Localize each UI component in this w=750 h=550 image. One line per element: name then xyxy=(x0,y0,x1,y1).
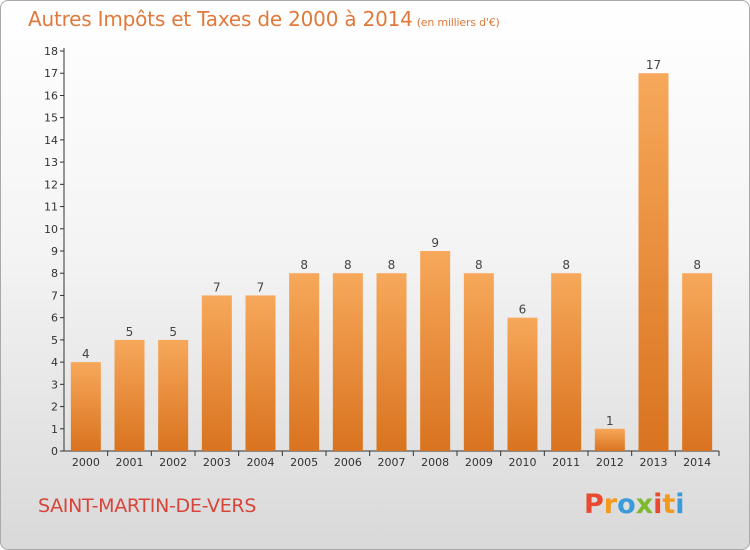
x-tick-label: 2011 xyxy=(552,456,580,469)
data-label: 8 xyxy=(693,258,701,272)
data-label: 8 xyxy=(344,258,352,272)
x-tick-label: 2007 xyxy=(378,456,406,469)
data-label: 7 xyxy=(257,280,265,294)
y-tick-label: 5 xyxy=(51,334,58,347)
y-tick-label: 4 xyxy=(51,356,58,369)
x-tick-label: 2006 xyxy=(334,456,362,469)
bar-2012[interactable] xyxy=(594,428,625,451)
data-label: 5 xyxy=(126,325,134,339)
logo-letter: x xyxy=(635,489,654,520)
y-tick-label: 16 xyxy=(44,89,58,102)
y-tick-label: 15 xyxy=(44,112,58,125)
logo-letter: o xyxy=(617,489,636,520)
data-label: 17 xyxy=(646,58,661,72)
commune-name: SAINT-MARTIN-DE-VERS xyxy=(38,495,257,517)
bar-2013[interactable] xyxy=(638,73,669,451)
x-tick-label: 2010 xyxy=(509,456,537,469)
bar-2001[interactable] xyxy=(114,339,145,451)
bar-2006[interactable] xyxy=(332,273,363,451)
x-tick-label: 2012 xyxy=(596,456,624,469)
x-tick-label: 2005 xyxy=(290,456,318,469)
chart-title: Autres Impôts et Taxes de 2000 à 2014 (en… xyxy=(28,7,500,31)
y-tick-label: 3 xyxy=(51,378,58,391)
logo-letter: i xyxy=(675,489,685,520)
y-tick-label: 2 xyxy=(51,401,58,414)
data-label: 6 xyxy=(519,303,527,317)
x-tick-label: 2003 xyxy=(203,456,231,469)
logo-letter: t xyxy=(662,489,676,520)
data-label: 1 xyxy=(606,414,614,428)
proxiti-logo[interactable]: Proxiti xyxy=(584,489,685,520)
x-tick-label: 2001 xyxy=(116,456,144,469)
data-label: 7 xyxy=(213,280,221,294)
data-label: 5 xyxy=(169,325,177,339)
bar-2004[interactable] xyxy=(245,295,276,451)
data-label: 4 xyxy=(82,347,90,361)
x-tick-label: 2008 xyxy=(421,456,449,469)
bars xyxy=(70,73,713,451)
y-tick-label: 10 xyxy=(44,223,58,236)
chart-subtitle: (en milliers d'€) xyxy=(416,16,500,29)
x-tick-label: 2004 xyxy=(247,456,275,469)
y-tick-label: 7 xyxy=(51,289,58,302)
y-tick-label: 0 xyxy=(51,445,58,458)
logo-letter: r xyxy=(603,489,618,520)
bar-2011[interactable] xyxy=(551,273,582,451)
x-tick-label: 2014 xyxy=(683,456,711,469)
data-label: 8 xyxy=(388,258,396,272)
bar-2007[interactable] xyxy=(376,273,407,451)
logo-letter: i xyxy=(653,489,663,520)
bar-2003[interactable] xyxy=(201,295,232,451)
bar-2002[interactable] xyxy=(158,339,189,451)
y-tick-label: 12 xyxy=(44,178,58,191)
bar-2014[interactable] xyxy=(682,273,713,451)
y-tick-label: 11 xyxy=(44,201,58,214)
x-tick-label: 2002 xyxy=(159,456,187,469)
y-tick-label: 13 xyxy=(44,156,58,169)
logo-letter: P xyxy=(584,489,604,520)
bar-2000[interactable] xyxy=(70,362,101,451)
data-label: 8 xyxy=(300,258,308,272)
data-label: 8 xyxy=(562,258,570,272)
bar-2008[interactable] xyxy=(420,251,451,451)
y-tick-label: 1 xyxy=(51,423,58,436)
x-tick-label: 2013 xyxy=(640,456,668,469)
data-label: 8 xyxy=(475,258,483,272)
bar-2010[interactable] xyxy=(507,317,538,451)
bar-2009[interactable] xyxy=(463,273,494,451)
y-tick-label: 18 xyxy=(44,45,58,58)
y-tick-label: 9 xyxy=(51,245,58,258)
y-tick-label: 17 xyxy=(44,67,58,80)
data-label: 9 xyxy=(431,236,439,250)
y-tick-label: 6 xyxy=(51,312,58,325)
y-tick-label: 8 xyxy=(51,267,58,280)
data-labels: 4 5 5 7 7 8 8 8 9 8 6 8 1 17 8 xyxy=(82,58,701,428)
chart-title-text: Autres Impôts et Taxes de 2000 à 2014 xyxy=(28,7,413,31)
bar-2005[interactable] xyxy=(289,273,320,451)
y-tick-label: 14 xyxy=(44,134,58,147)
x-tick-label: 2009 xyxy=(465,456,493,469)
x-tick-label: 2000 xyxy=(72,456,100,469)
